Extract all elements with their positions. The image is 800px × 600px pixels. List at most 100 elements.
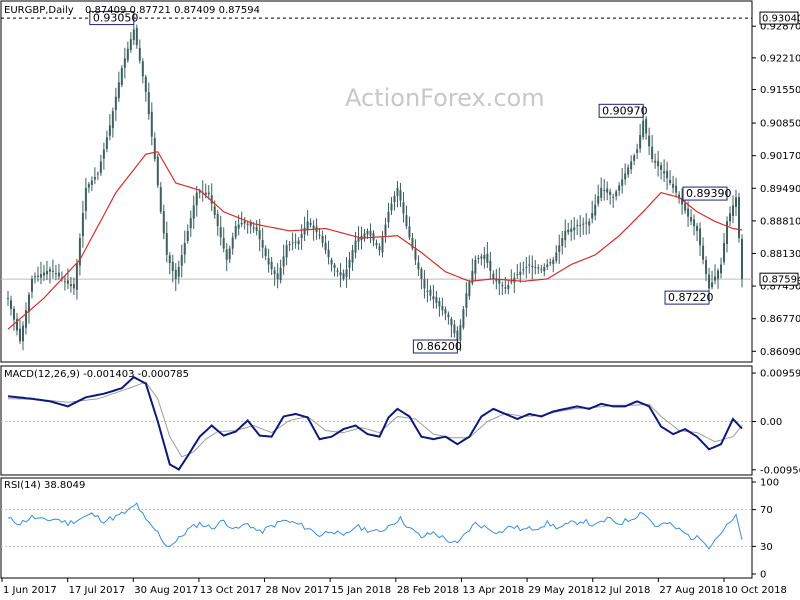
price-candle [7, 290, 9, 306]
price-candle [21, 321, 24, 351]
macd-tick-label: 0.009593 [760, 369, 800, 380]
price-callout-label: 0.87220 [668, 291, 714, 304]
price-candle [48, 266, 51, 284]
price-candle [138, 39, 141, 64]
price-candle [264, 245, 267, 261]
rsi-pane: 100 70 30 0 RSI(14) 38.8049 [0, 477, 779, 581]
price-candle [594, 194, 597, 221]
price-callout: 0.87220 [664, 290, 714, 305]
price-candle [261, 228, 264, 259]
price-candle [186, 224, 189, 244]
price-candle [120, 65, 123, 88]
macd-pane: 0.009593 0.00 -0.009562 MACD(12,26,9) -0.0… [0, 365, 800, 476]
price-candle [564, 219, 567, 248]
rsi-axis-ticks: 100 70 30 0 [752, 478, 779, 581]
price-candle [615, 189, 618, 201]
date-tick-label: 28 Feb 2018 [397, 585, 459, 596]
price-candle [219, 215, 222, 246]
price-candle [12, 306, 15, 331]
price-candle [690, 209, 693, 226]
price-candle [618, 182, 621, 196]
price-candle [171, 254, 174, 283]
price-candle [387, 202, 390, 228]
price-candle [657, 150, 660, 177]
price-candle [81, 200, 84, 248]
price-candle [108, 114, 111, 141]
price-candle [297, 237, 300, 251]
macd-tick-label: -0.009562 [760, 465, 800, 476]
price-candle [636, 143, 639, 160]
price-candle [558, 234, 561, 264]
price-candle [588, 218, 591, 235]
price-candle [306, 210, 309, 236]
price-tick-label: 0.92870 [760, 22, 800, 33]
price-candle [378, 243, 381, 256]
price-candle [348, 251, 351, 280]
price-candle [69, 276, 72, 293]
price-candle [36, 266, 39, 282]
date-tick-label: 30 Aug 2017 [134, 585, 198, 596]
price-candle [159, 182, 162, 214]
price-candle [705, 256, 708, 282]
price-candle [447, 311, 450, 325]
price-candle [180, 244, 183, 278]
watermark-text: ActionForex.com [345, 84, 545, 112]
price-candle [123, 47, 126, 79]
price-axis-ticks: 0.92870 0.92210 0.91550 0.90850 0.90170 0.894… [752, 22, 800, 358]
price-candle [168, 252, 171, 275]
price-candle [570, 219, 573, 241]
price-candle [672, 175, 675, 194]
top-level-tag: 0.93040 [759, 11, 800, 25]
price-candle [702, 237, 705, 265]
price-candle [489, 251, 492, 281]
last-price-tag: 0.87594 [759, 272, 800, 286]
rsi-tick-label: 0 [760, 570, 766, 581]
price-candle [420, 266, 423, 290]
price-candle [465, 282, 468, 317]
price-candle [675, 177, 678, 198]
price-candle [507, 280, 510, 295]
price-candle [324, 234, 327, 255]
price-candle [312, 220, 315, 241]
price-candle [582, 217, 585, 235]
price-candle [741, 234, 743, 288]
price-candle [597, 184, 600, 207]
price-candle [477, 254, 480, 264]
price-candle [501, 281, 504, 296]
price-candle [606, 181, 609, 201]
price-candle [459, 319, 462, 352]
price-candle [276, 263, 279, 289]
price-candle [78, 233, 81, 276]
macd-tick-label: 0.00 [760, 417, 782, 428]
price-candle [222, 227, 225, 253]
price-candle [375, 239, 378, 249]
price-candle [99, 154, 102, 176]
price-candle [696, 222, 699, 242]
price-pane-border [0, 0, 753, 363]
price-candle [207, 185, 210, 200]
price-candle [426, 278, 429, 303]
price-callout-label: 0.89390 [686, 187, 732, 200]
price-candle [231, 232, 234, 255]
price-candle [726, 216, 729, 253]
price-candle [192, 195, 195, 229]
price-candle [321, 230, 324, 248]
price-candle [228, 245, 231, 263]
price-candle [573, 217, 576, 240]
price-candle [483, 247, 486, 269]
price-candle [528, 255, 531, 274]
price-candle [87, 182, 90, 193]
price-candle [273, 266, 276, 286]
price-candle [723, 233, 726, 265]
price-candle [546, 259, 549, 270]
price-candle [648, 127, 651, 155]
ohlc-header: 0.87409 0.87721 0.87409 0.87594 [85, 5, 260, 16]
price-candle [156, 154, 159, 189]
price-tick-label: 0.92210 [760, 53, 800, 64]
price-candle [561, 230, 564, 255]
price-candle [444, 306, 447, 321]
price-candle [729, 206, 732, 226]
price-candle [714, 264, 717, 285]
price-tick-label: 0.90170 [760, 151, 800, 162]
price-tick-label: 0.90850 [760, 119, 800, 130]
